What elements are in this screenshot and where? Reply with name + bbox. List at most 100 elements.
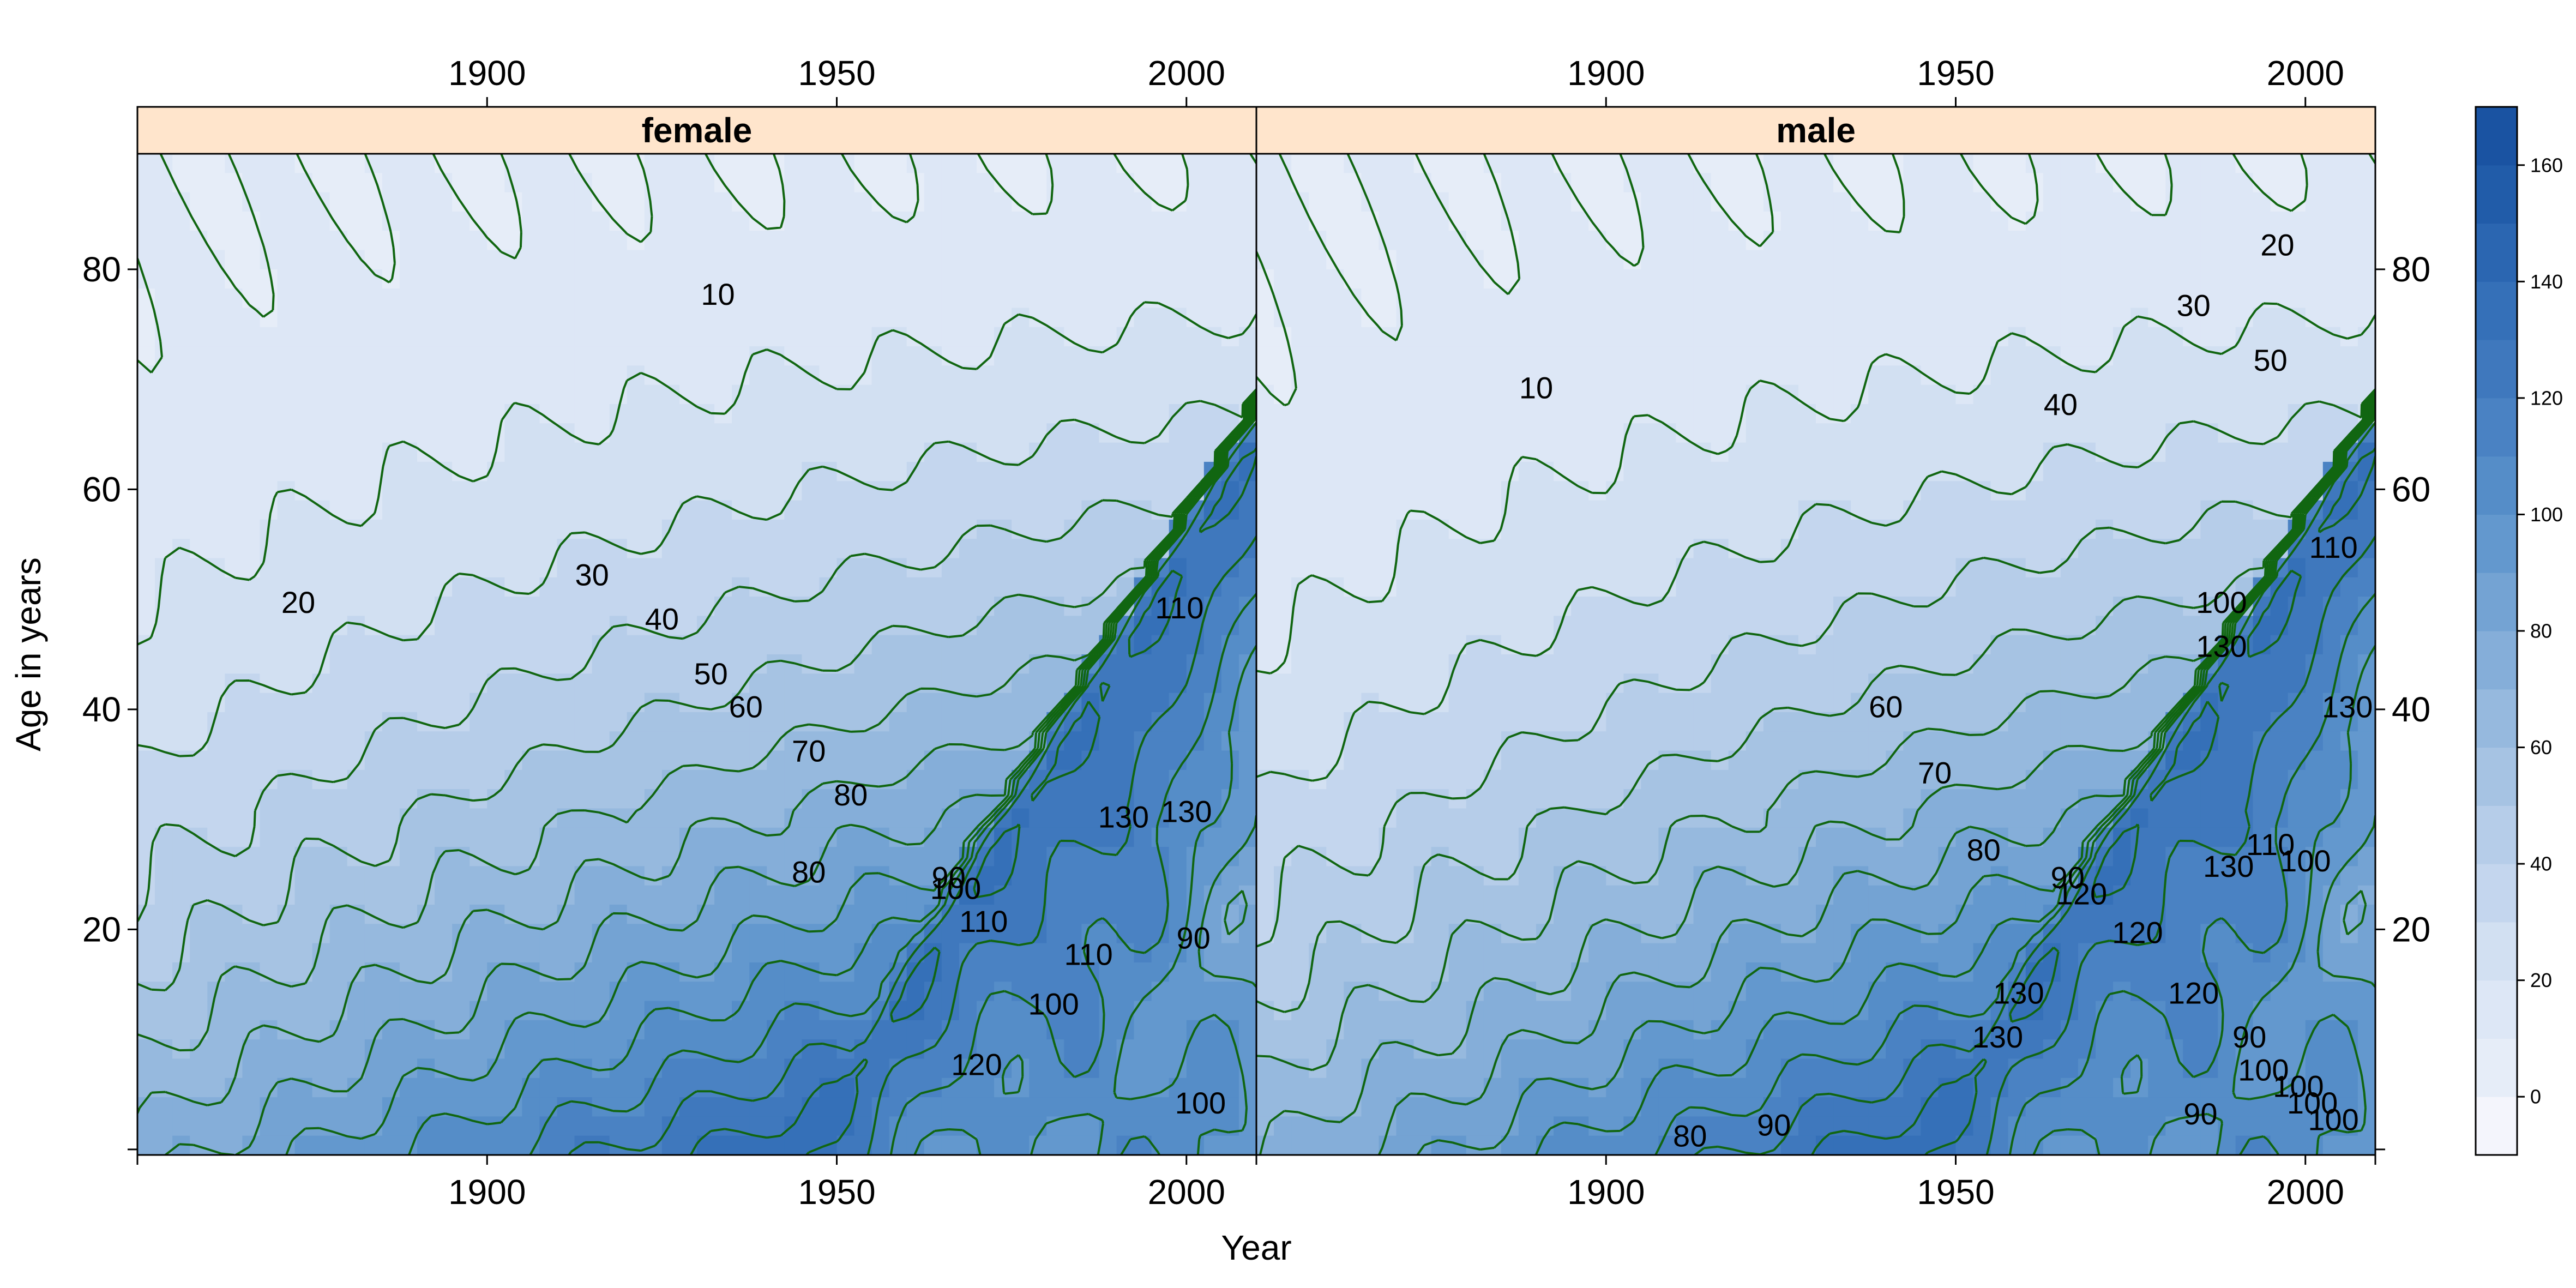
- contour-cell: [1623, 269, 1642, 289]
- contour-cell: [1291, 866, 1309, 886]
- contour-cell: [871, 943, 890, 963]
- contour-cell: [347, 211, 365, 232]
- contour-cell: [819, 1097, 838, 1117]
- contour-cell: [1151, 673, 1170, 694]
- contour-cell: [732, 346, 750, 366]
- contour-cell: [784, 616, 803, 636]
- contour-cell: [1203, 288, 1222, 309]
- contour-cell: [277, 500, 296, 520]
- contour-cell: [767, 1039, 785, 1060]
- contour-cell: [172, 750, 190, 771]
- contour-cell: [802, 827, 820, 847]
- contour-cell: [137, 404, 155, 424]
- contour-cell: [802, 442, 820, 462]
- contour-cell: [1012, 597, 1030, 617]
- contour-cell: [1466, 500, 1484, 520]
- contour-cell: [312, 481, 330, 501]
- contour-cell: [1012, 558, 1030, 578]
- contour-cell: [1256, 154, 1274, 174]
- contour-cell: [1344, 192, 1362, 212]
- contour-cell: [1746, 288, 1764, 309]
- contour-cell: [452, 288, 470, 309]
- contour-cell: [435, 616, 453, 636]
- contour-cell: [539, 654, 558, 675]
- contour-cell: [679, 943, 697, 963]
- contour-cell: [889, 1039, 907, 1060]
- contour-cell: [242, 885, 261, 905]
- contour-cell: [1746, 924, 1764, 944]
- contour-cell: [260, 500, 278, 520]
- contour-cell: [190, 673, 208, 694]
- contour-cell: [784, 1078, 803, 1098]
- contour-cell: [260, 539, 278, 559]
- contour-cell: [732, 1039, 750, 1060]
- contour-cell: [1203, 847, 1222, 867]
- contour-label: 80: [834, 778, 868, 812]
- contour-cell: [1203, 384, 1222, 405]
- contour-cell: [644, 384, 663, 405]
- contour-cell: [1064, 847, 1082, 867]
- contour-cell: [889, 404, 907, 424]
- contour-cell: [1046, 982, 1065, 1002]
- contour-cell: [1012, 288, 1030, 309]
- contour-cell: [399, 481, 418, 501]
- contour-cell: [1344, 905, 1362, 925]
- contour-cell: [889, 442, 907, 462]
- contour-cell: [1413, 231, 1432, 251]
- contour-cell: [1780, 288, 1799, 309]
- contour-cell: [417, 346, 435, 366]
- contour-cell: [941, 577, 960, 597]
- contour-cell: [1711, 962, 1729, 983]
- contour-cell: [1361, 731, 1380, 751]
- contour-cell: [1012, 673, 1030, 694]
- contour-cell: [1203, 1020, 1222, 1040]
- contour-cell: [1606, 962, 1624, 983]
- contour-cell: [1203, 924, 1222, 944]
- contour-cell: [294, 597, 313, 617]
- contour-cell: [1746, 423, 1764, 443]
- strip-label: female: [642, 111, 753, 150]
- contour-cell: [1693, 308, 1712, 328]
- contour-cell: [539, 173, 558, 193]
- contour-cell: [155, 404, 173, 424]
- contour-cell: [1711, 365, 1729, 386]
- contour-cell: [1309, 250, 1327, 270]
- contour-cell: [399, 693, 418, 713]
- contour-cell: [539, 1058, 558, 1079]
- contour-lines: [137, 154, 1256, 1155]
- contour-cell: [574, 827, 593, 847]
- contour-cell: [242, 577, 261, 597]
- contour-cell: [1676, 346, 1694, 366]
- contour-cell: [661, 827, 680, 847]
- contour-cell: [1169, 943, 1187, 963]
- contour-cell: [1588, 346, 1607, 366]
- contour-cell: [1641, 269, 1659, 289]
- contour-cell: [435, 924, 453, 944]
- contour-cell: [1606, 1116, 1624, 1136]
- contour-cell: [294, 1039, 313, 1060]
- contour-cell: [959, 769, 977, 790]
- contour-cell: [714, 769, 732, 790]
- contour-cell: [906, 519, 925, 539]
- contour-cell: [1012, 250, 1030, 270]
- contour-cell: [417, 250, 435, 270]
- contour-cell: [977, 500, 995, 520]
- contour-cell: [924, 847, 942, 867]
- contour-cell: [1012, 154, 1030, 174]
- contour-cell: [137, 712, 155, 732]
- contour-cell: [1326, 982, 1345, 1002]
- contour-cell: [784, 154, 803, 174]
- contour-cell: [819, 789, 838, 809]
- contour-cell: [382, 731, 400, 751]
- contour-cell: [1518, 231, 1537, 251]
- contour-cell: [137, 924, 155, 944]
- contour-cell: [941, 423, 960, 443]
- contour-cell: [242, 558, 261, 578]
- contour-cell: [802, 982, 820, 1002]
- contour-cell: [644, 500, 663, 520]
- contour-cell: [924, 597, 942, 617]
- contour-cell: [749, 1001, 768, 1021]
- contour-cell: [819, 885, 838, 905]
